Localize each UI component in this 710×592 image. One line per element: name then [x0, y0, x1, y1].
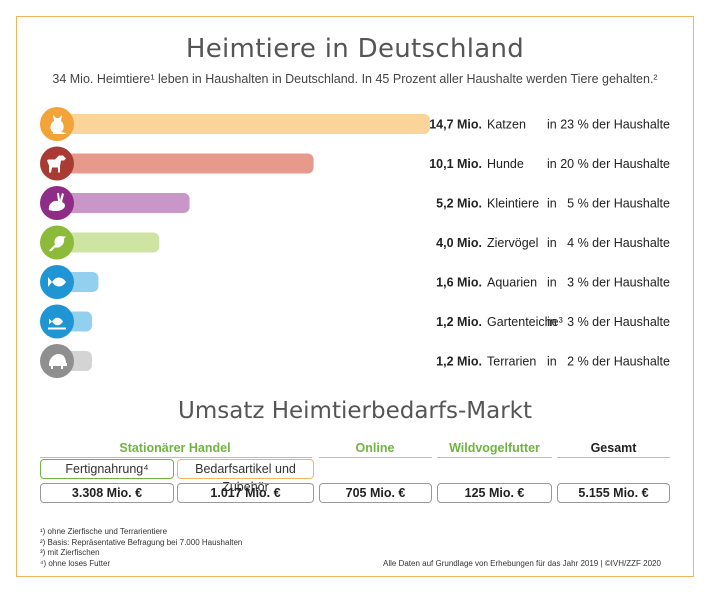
- footnote-1: ¹) ohne Zierfische und Terrarientiere: [40, 527, 168, 536]
- subcategory-bedarfsartikel: Bedarfsartikel und Zubehör: [177, 459, 314, 494]
- column-header-stationary: Stationärer Handel: [119, 441, 231, 455]
- share-label-0: in 23 % der Haushalte: [547, 118, 670, 132]
- bar-2: [58, 193, 190, 213]
- share-label-2: in 5 % der Haushalte: [547, 197, 670, 211]
- bird-icon: [49, 235, 66, 252]
- column-line-wildvogelfutter: [437, 457, 552, 458]
- value-bedarfsartikel: 1.017 Mio. €: [177, 483, 314, 503]
- chart-title: Heimtiere in Deutschland: [185, 34, 525, 64]
- share-label-4: in 3 % der Haushalte: [547, 276, 670, 290]
- value-label-2: 5,2 Mio.: [436, 197, 482, 211]
- share-label-5: in 3 % der Haushalte: [547, 315, 670, 329]
- chart-subtitle: 34 Mio. Heimtiere¹ leben in Haushalten i…: [52, 72, 658, 86]
- footnotes: ¹) ohne Zierfische und Terrarientiere ²)…: [40, 527, 242, 569]
- column-header-gesamt: Gesamt: [590, 441, 637, 455]
- value-online: 705 Mio. €: [319, 483, 432, 503]
- footnote-4: ⁴) ohne loses Futter: [40, 558, 111, 568]
- column-header-wildvogelfutter: Wildvogelfutter: [449, 441, 540, 455]
- category-label-0: Katzen: [487, 118, 526, 132]
- value-wildvogelfutter: 125 Mio. €: [437, 483, 552, 503]
- cat-icon: [50, 115, 66, 134]
- fish-icon: [48, 277, 66, 287]
- value-gesamt: 5.155 Mio. €: [557, 483, 670, 503]
- chart-frame: [16, 16, 694, 577]
- dog-icon: [47, 155, 66, 173]
- turtle-icon: [49, 354, 67, 369]
- value-label-4: 1,6 Mio.: [436, 276, 482, 290]
- share-label-6: in 2 % der Haushalte: [547, 355, 670, 369]
- bar-3: [58, 232, 160, 253]
- pet-bar-chart: 14,7 Mio. Katzen in 23 % der Haushalte 10,1…: [40, 107, 670, 378]
- category-label-3: Ziervögel: [487, 236, 538, 250]
- value-label-3: 4,0 Mio.: [436, 236, 482, 250]
- pond-fish-icon: [48, 317, 66, 330]
- column-line-online: [319, 457, 432, 458]
- footnote-2: ²) Basis: Repräsentative Befragung bei 7…: [40, 537, 243, 547]
- value-label-1: 10,1 Mio.: [429, 157, 482, 171]
- category-label-2: Kleintiere: [487, 197, 539, 211]
- share-label-1: in 20 % der Haushalte: [547, 157, 670, 171]
- category-label-6: Terrarien: [487, 355, 536, 369]
- value-label-5: 1,2 Mio.: [436, 315, 482, 329]
- category-label-5: Gartenteiche³: [487, 315, 563, 329]
- column-header-online: Online: [355, 441, 395, 455]
- share-label-3: in 4 % der Haushalte: [547, 236, 670, 250]
- footnote-3: ³) mit Zierfischen: [40, 548, 100, 557]
- category-label-1: Hunde: [487, 157, 524, 171]
- bar-0: [58, 114, 430, 134]
- value-fertignahrung: 3.308 Mio. €: [40, 483, 174, 503]
- subcategory-fertignahrung: Fertignahrung⁴: [40, 459, 174, 479]
- rabbit-icon: [48, 193, 66, 212]
- market-title: Umsatz Heimtierbedarfs-Markt: [178, 398, 532, 424]
- source-note: Alle Daten auf Grundlage von Erhebungen …: [383, 559, 661, 568]
- value-label-0: 14,7 Mio.: [429, 118, 482, 132]
- bar-1: [58, 153, 314, 174]
- value-label-6: 1,2 Mio.: [436, 355, 482, 369]
- column-line-stationary: [40, 457, 312, 458]
- category-label-4: Aquarien: [487, 276, 537, 290]
- column-line-gesamt: [557, 457, 670, 458]
